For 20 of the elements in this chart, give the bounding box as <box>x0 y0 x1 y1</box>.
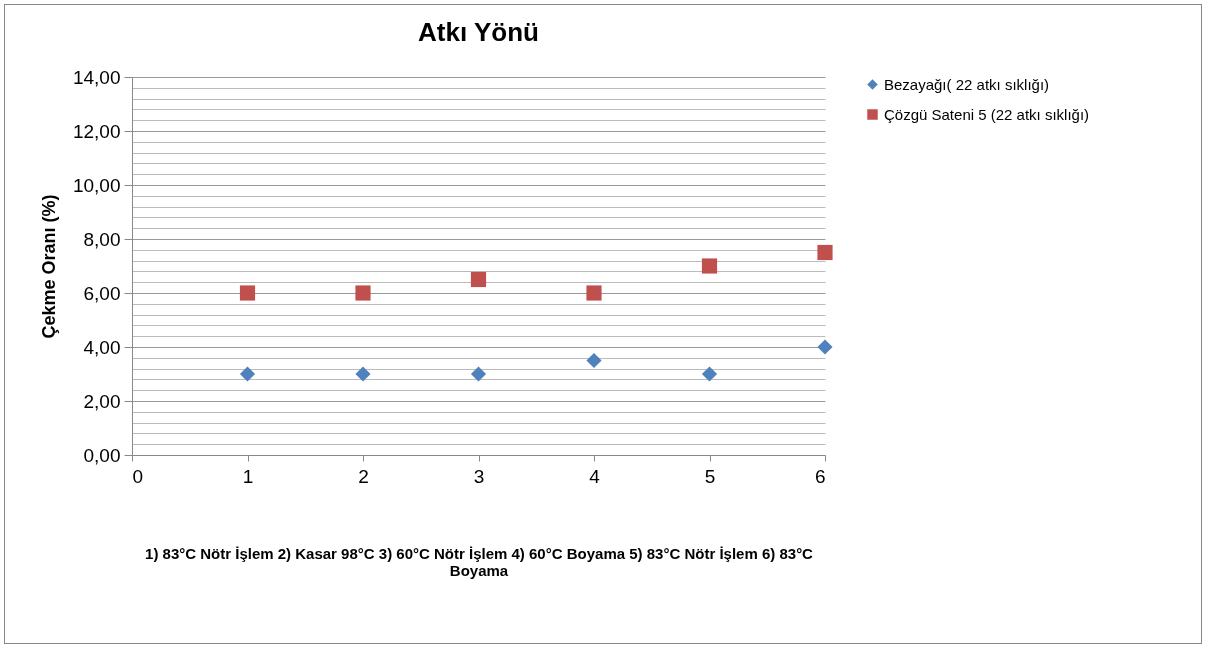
x-tick-label: 3 <box>473 465 485 487</box>
y-tick-label: 12,00 <box>72 120 121 142</box>
y-tick-label: 0,00 <box>83 444 121 466</box>
y-tick-label: 4,00 <box>83 336 121 358</box>
y-tick-label: 2,00 <box>83 390 121 412</box>
x-tick-label: 1 <box>242 465 254 487</box>
x-axis-title: 1) 83°C Nötr İşlem 2) Kasar 98°C 3) 60°C Nötr İşlem 4) 60°C Boyama 5) 83°C Nötr İşlem 6) 83°C Boyama <box>145 544 814 579</box>
x-tick-label: 4 <box>589 465 601 487</box>
y-tick-label: 6,00 <box>83 282 121 304</box>
y-tick-label: 14,00 <box>72 66 121 88</box>
x-tick-label: 6 <box>814 465 826 487</box>
x-tick-label: 5 <box>704 465 716 487</box>
chart-title: Atkı Yönü <box>418 17 539 47</box>
y-tick-label: 10,00 <box>72 174 121 196</box>
x-tick-label: 2 <box>358 465 369 487</box>
x-tick-label: 0 <box>132 465 144 487</box>
y-axis-title: Çekme Oranı (%) <box>38 194 59 339</box>
y-tick-label: 8,00 <box>83 228 121 250</box>
legend-label: Çözgü Sateni 5 (22 atkı sıklığı) <box>884 105 1090 123</box>
legend-label: Bezayağı( 22 atkı sıklığı) <box>884 75 1050 93</box>
